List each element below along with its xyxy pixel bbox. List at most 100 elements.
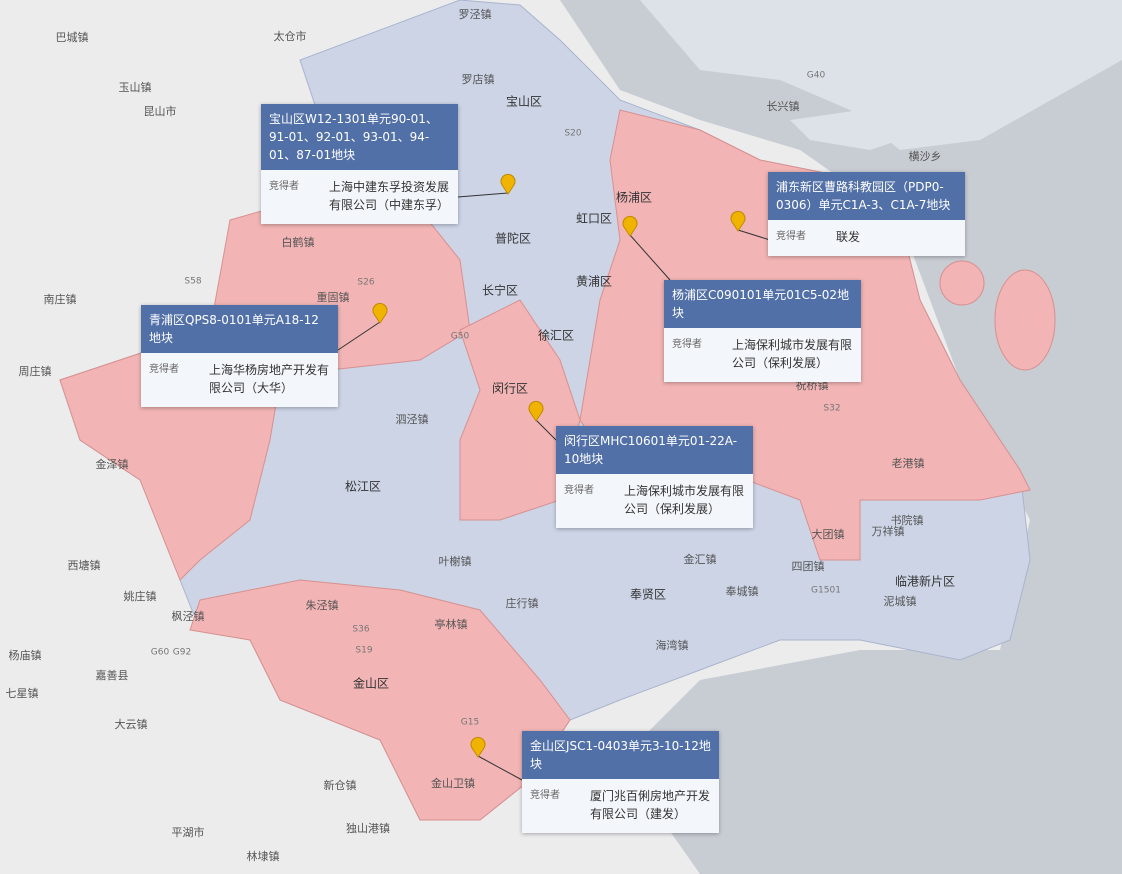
callout: 浦东新区曹路科教园区（PDP0-0306）单元C1A-3、C1A-7地块竞得者 联…	[768, 172, 965, 256]
map-label: 海湾镇	[656, 638, 689, 652]
callout: 闵行区MHC10601单元01-22A-10地块竞得者 上海保利城市发展有限公司（…	[556, 426, 753, 528]
map-label: 亭林镇	[435, 617, 468, 631]
map-label: 朱泾镇	[306, 598, 339, 612]
map-label: 西塘镇	[68, 558, 101, 572]
marker[interactable]	[622, 215, 638, 237]
callout: 青浦区QPS8-0101单元A18-12地块 竞得者 上海华杨房地产开发有限公司（大…	[141, 305, 338, 407]
callout: 杨浦区C090101单元01C5-02地块 竞得者 上海保利城市发展有限公司（保利发…	[664, 280, 861, 382]
map-label: 杨浦区	[616, 190, 652, 205]
map-label: 林埭镇	[247, 849, 280, 863]
callout-label: 竞得者	[269, 181, 299, 192]
map-label: 泗泾镇	[396, 412, 429, 426]
map-label: 白鹤镇	[282, 235, 315, 249]
map-label: G40	[807, 71, 826, 81]
map-label: 长宁区	[482, 283, 518, 298]
callout-body: 竞得者 上海华杨房地产开发有限公司（大华）	[141, 353, 338, 407]
map-label: 泥城镇	[884, 594, 917, 608]
island	[939, 260, 985, 306]
callout-body: 竞得者 上海中建东孚投资发展有限公司（中建东孚）	[261, 170, 458, 224]
map-label: 临港新片区	[895, 574, 955, 589]
map-label: 松江区	[345, 480, 381, 494]
map-label: 新仓镇	[324, 778, 357, 792]
map-label: 万祥镇	[872, 524, 905, 538]
callout-body: 竞得者 厦门兆百俐房地产开发有限公司（建发）	[522, 779, 719, 833]
map-label: 七星镇	[6, 686, 39, 700]
map-label: 奉城镇	[726, 584, 759, 598]
map-label: S58	[184, 277, 201, 287]
map-label: 周庄镇	[19, 364, 52, 378]
map-label: G60	[151, 648, 170, 658]
map-label: 宝山区	[506, 95, 542, 109]
map-label: 昆山市	[144, 104, 177, 118]
water	[560, 0, 1122, 874]
callout-body: 竞得者 上海保利城市发展有限公司（保利发展）	[556, 474, 753, 528]
map-label: 枫泾镇	[172, 609, 205, 623]
marker[interactable]	[730, 210, 746, 232]
district	[459, 299, 581, 521]
map-label: 长兴镇	[767, 99, 800, 113]
leader-line	[337, 321, 381, 351]
leader-line	[477, 755, 523, 781]
map-label: S19	[355, 646, 372, 656]
map-label: 杨庙镇	[9, 648, 42, 662]
map-label: 横沙乡	[909, 149, 942, 163]
map-label: 普陀区	[495, 231, 531, 246]
map-label: 金山区	[353, 676, 389, 691]
map-label: G92	[173, 648, 191, 658]
map-label: S32	[823, 404, 840, 414]
callout-winner: 联发	[836, 230, 861, 244]
callout-title: 闵行区MHC10601单元01-22A-10地块	[556, 426, 753, 474]
map-label: G15	[461, 718, 479, 728]
callout-winner: 厦门兆百俐房地产开发有限公司（建发）	[590, 789, 711, 821]
island	[994, 269, 1056, 371]
callout-winner: 上海保利城市发展有限公司（保利发展）	[624, 484, 745, 516]
map-label: 金山卫镇	[431, 776, 475, 790]
callout-label: 竞得者	[564, 485, 594, 496]
map-label: 平湖市	[172, 825, 205, 839]
callout-label: 竞得者	[530, 790, 560, 801]
callout-title: 浦东新区曹路科教园区（PDP0-0306）单元C1A-3、C1A-7地块	[768, 172, 965, 220]
marker[interactable]	[470, 736, 486, 758]
callout-label: 竞得者	[149, 364, 179, 375]
callout-title: 青浦区QPS8-0101单元A18-12地块	[141, 305, 338, 353]
callout: 宝山区W12-1301单元90-01、91-01、92-01、93-01、94-…	[261, 104, 458, 224]
map-label: 重固镇	[317, 290, 350, 304]
map-label: 大团镇	[812, 527, 845, 541]
island	[640, 0, 1122, 150]
callout-label: 竞得者	[672, 339, 702, 350]
callout-label: 竞得者	[776, 231, 806, 242]
callout-title: 金山区JSC1-0403单元3-10-12地块	[522, 731, 719, 779]
map-label: 姚庄镇	[124, 589, 157, 603]
map-label: 独山港镇	[346, 821, 390, 835]
map-label: 罗店镇	[462, 72, 495, 86]
map-label: 叶榭镇	[439, 554, 472, 568]
map-label: 金泽镇	[96, 457, 129, 471]
map-label: 巴城镇	[56, 30, 89, 44]
map-label: S36	[352, 625, 369, 635]
district	[189, 579, 571, 821]
map-label: 金汇镇	[684, 552, 717, 566]
callout: 金山区JSC1-0403单元3-10-12地块竞得者 厦门兆百俐房地产开发有限公司…	[522, 731, 719, 833]
map-label: 南庄镇	[44, 292, 77, 306]
callout-body: 竞得者 上海保利城市发展有限公司（保利发展）	[664, 328, 861, 382]
callout-title: 宝山区W12-1301单元90-01、91-01、92-01、93-01、94-…	[261, 104, 458, 170]
marker[interactable]	[528, 400, 544, 422]
map-label: 嘉善县	[96, 668, 129, 682]
map-label: 四团镇	[792, 559, 825, 573]
map-label: 老港镇	[892, 456, 925, 470]
marker[interactable]	[500, 173, 516, 195]
leader-line	[535, 419, 557, 441]
map-label: 太仓市	[274, 29, 307, 43]
map-label: 庄行镇	[506, 596, 539, 610]
map-label: 玉山镇	[119, 80, 152, 94]
marker[interactable]	[372, 302, 388, 324]
map-label: 黄浦区	[576, 275, 612, 289]
map-label: 徐汇区	[538, 328, 574, 343]
map-label: 罗泾镇	[459, 7, 492, 21]
map-label: 大云镇	[115, 717, 148, 731]
map-label: 奉贤区	[630, 588, 666, 602]
island	[790, 110, 900, 150]
map-label: S20	[564, 129, 581, 139]
map-label: 闵行区	[492, 381, 528, 396]
